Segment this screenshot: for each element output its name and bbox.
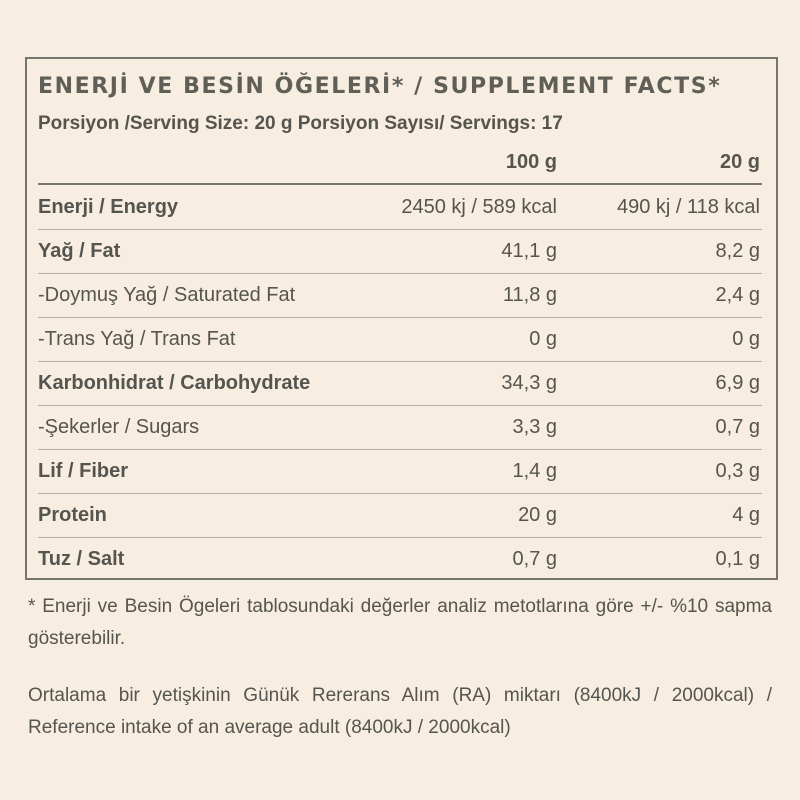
header-rule xyxy=(38,183,762,185)
cell-100g: 34,3 g xyxy=(501,372,557,394)
cell-100g: 11,8 g xyxy=(502,284,557,306)
row-label: -Doymuş Yağ / Saturated Fat xyxy=(38,284,296,306)
cell-20g: 6,9 g xyxy=(715,372,760,394)
row-label: Karbonhidrat / Carbohydrate xyxy=(38,372,311,394)
row-rule xyxy=(38,449,762,450)
cell-100g: 0 g xyxy=(529,328,557,350)
row-rule xyxy=(38,405,762,406)
row-label: Yağ / Fat xyxy=(38,240,121,262)
row-rule xyxy=(38,361,762,362)
row-rule xyxy=(38,317,762,318)
row-rule xyxy=(38,229,762,230)
row-rule xyxy=(38,537,762,538)
row-label: Enerji / Energy xyxy=(38,196,179,218)
column-header: 20 g xyxy=(719,151,760,173)
row-label: -Şekerler / Sugars xyxy=(38,416,200,438)
cell-100g: 2450 kj / 589 kcal xyxy=(401,196,557,218)
table-frame xyxy=(25,57,778,580)
title: ENERJİ VE BESİN ÖĞELERİ* / SUPPLEMENT FA… xyxy=(38,74,722,99)
cell-20g: 0,1 g xyxy=(715,548,760,570)
column-header: 100 g xyxy=(505,151,557,173)
cell-100g: 20 g xyxy=(518,504,557,526)
cell-20g: 0 g xyxy=(732,328,760,350)
cell-20g: 2,4 g xyxy=(715,284,760,306)
serving-info: Porsiyon /Serving Size: 20 g Porsiyon Sa… xyxy=(38,113,563,134)
cell-100g: 0,7 g xyxy=(512,548,557,570)
cell-20g: 4 g xyxy=(732,504,760,526)
footnote: Ortalama bir yetişkinin Günük Rererans A… xyxy=(28,685,772,738)
row-label: -Trans Yağ / Trans Fat xyxy=(38,328,236,350)
cell-20g: 0,3 g xyxy=(715,460,760,482)
cell-100g: 1,4 g xyxy=(512,460,557,482)
row-label: Lif / Fiber xyxy=(38,460,128,482)
row-rule xyxy=(38,273,762,274)
cell-100g: 41,1 g xyxy=(501,240,557,262)
cell-20g: 0,7 g xyxy=(715,416,760,438)
cell-100g: 3,3 g xyxy=(512,416,557,438)
cell-20g: 8,2 g xyxy=(715,240,760,262)
row-label: Protein xyxy=(38,504,107,526)
row-label: Tuz / Salt xyxy=(38,548,125,570)
cell-20g: 490 kj / 118 kcal xyxy=(616,196,760,218)
footnote: * Enerji ve Besin Ögeleri tablosundaki d… xyxy=(28,596,772,649)
row-rule xyxy=(38,493,762,494)
